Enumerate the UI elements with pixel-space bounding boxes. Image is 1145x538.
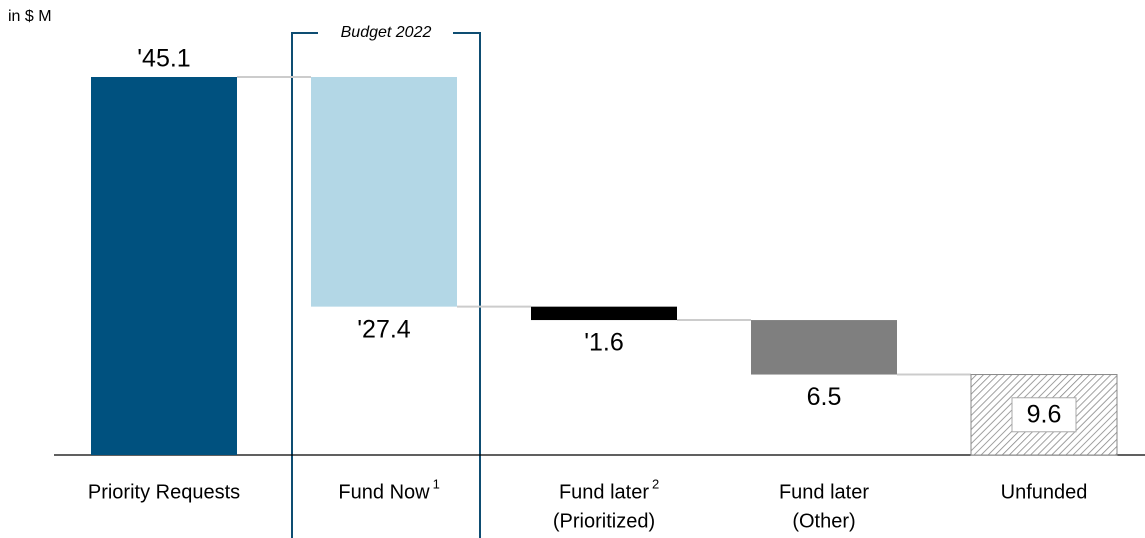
value-label: 9.6	[1027, 400, 1062, 428]
value-label: '45.1	[137, 45, 190, 73]
x-tick-label: Unfunded	[1001, 481, 1088, 503]
annotation: Budget 2022	[341, 24, 432, 41]
value-label: '1.6	[584, 329, 624, 357]
bar	[91, 77, 237, 455]
x-tick-label: Fund Now	[338, 481, 430, 503]
unit-label: in $ M	[8, 8, 52, 25]
value-label: 6.5	[807, 383, 842, 411]
x-tick-label: Fund later	[559, 481, 649, 503]
bar	[751, 320, 897, 375]
label-box	[1011, 397, 1077, 433]
footnote-mark: 2	[652, 476, 659, 491]
value-label: '27.4	[357, 315, 411, 343]
bar	[531, 306, 677, 321]
x-tick-label: Fund later	[779, 481, 869, 503]
x-tick-label: (Other)	[792, 510, 855, 532]
x-tick-label: Priority Requests	[88, 481, 240, 503]
x-tick-label: (Prioritized)	[553, 510, 655, 532]
footnote-mark: 1	[433, 476, 440, 491]
bar	[311, 77, 457, 307]
budget-bracket	[291, 32, 481, 538]
